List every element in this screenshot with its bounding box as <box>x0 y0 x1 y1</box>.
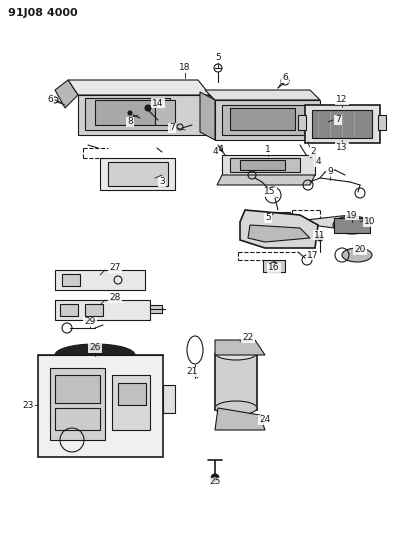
Polygon shape <box>288 215 368 230</box>
Text: 7: 7 <box>169 124 175 133</box>
Bar <box>215 355 257 410</box>
Polygon shape <box>230 158 300 172</box>
Polygon shape <box>85 98 170 130</box>
Polygon shape <box>78 95 210 135</box>
Text: 3: 3 <box>159 177 165 187</box>
Circle shape <box>211 474 219 482</box>
Text: 18: 18 <box>179 63 191 72</box>
Circle shape <box>317 235 323 241</box>
Text: 27: 27 <box>109 263 121 272</box>
Bar <box>150 305 162 313</box>
Text: 91J08 4000: 91J08 4000 <box>8 8 77 18</box>
Bar <box>312 110 372 138</box>
Text: 8: 8 <box>127 117 133 126</box>
Ellipse shape <box>55 344 135 366</box>
Text: 11: 11 <box>314 230 326 239</box>
Ellipse shape <box>215 401 257 415</box>
Polygon shape <box>230 108 295 130</box>
Ellipse shape <box>342 248 372 262</box>
Polygon shape <box>95 100 155 125</box>
Bar <box>50 368 105 440</box>
Text: 10: 10 <box>364 217 376 227</box>
Polygon shape <box>240 210 318 248</box>
Polygon shape <box>215 408 265 430</box>
Bar <box>163 385 175 413</box>
Bar <box>334 218 370 233</box>
Circle shape <box>145 105 151 111</box>
Bar <box>55 375 100 403</box>
Bar <box>272 212 290 224</box>
Polygon shape <box>205 90 320 100</box>
Text: 13: 13 <box>336 142 348 151</box>
Text: 21: 21 <box>186 367 198 376</box>
Polygon shape <box>155 100 175 125</box>
Ellipse shape <box>215 346 257 360</box>
Text: 25: 25 <box>209 478 221 487</box>
Text: 29: 29 <box>84 318 96 327</box>
Polygon shape <box>215 340 265 355</box>
Text: 5: 5 <box>265 214 271 222</box>
Bar <box>55 408 100 430</box>
Text: 1: 1 <box>265 146 271 155</box>
Polygon shape <box>200 92 215 140</box>
Text: 23: 23 <box>22 400 34 409</box>
Text: 14: 14 <box>152 99 164 108</box>
Text: 26: 26 <box>89 343 101 352</box>
Polygon shape <box>217 175 315 185</box>
Text: 6: 6 <box>47 95 53 104</box>
Text: 6: 6 <box>282 74 288 83</box>
Polygon shape <box>55 80 78 108</box>
Text: 20: 20 <box>354 246 366 254</box>
Text: 28: 28 <box>109 294 121 303</box>
Ellipse shape <box>333 216 371 234</box>
Polygon shape <box>68 80 210 95</box>
Bar <box>298 115 306 130</box>
Bar <box>60 304 78 316</box>
Polygon shape <box>248 225 310 242</box>
Polygon shape <box>305 155 315 162</box>
Text: 7: 7 <box>335 116 341 125</box>
Bar <box>55 270 145 290</box>
Polygon shape <box>108 162 168 186</box>
Bar <box>38 355 163 457</box>
Text: 12: 12 <box>336 95 348 104</box>
Text: 4: 4 <box>212 148 218 157</box>
Bar <box>62 274 80 286</box>
Bar <box>263 260 285 272</box>
Text: 22: 22 <box>242 334 254 343</box>
Circle shape <box>128 111 132 115</box>
Text: 17: 17 <box>307 251 319 260</box>
Polygon shape <box>240 160 285 170</box>
Bar <box>85 304 103 316</box>
Bar <box>118 383 146 405</box>
Text: 9: 9 <box>327 167 333 176</box>
Bar <box>55 300 150 320</box>
Text: 15: 15 <box>264 188 276 197</box>
Bar <box>112 375 150 430</box>
Bar <box>305 105 380 143</box>
Polygon shape <box>222 155 315 175</box>
Text: 24: 24 <box>260 416 271 424</box>
Polygon shape <box>215 100 320 140</box>
Polygon shape <box>222 105 305 135</box>
Text: 19: 19 <box>346 211 358 220</box>
Polygon shape <box>100 158 175 190</box>
Text: 5: 5 <box>215 53 221 62</box>
Text: 2: 2 <box>310 148 316 157</box>
Text: 4: 4 <box>315 157 321 166</box>
Text: 16: 16 <box>268 263 280 272</box>
Bar <box>378 115 386 130</box>
